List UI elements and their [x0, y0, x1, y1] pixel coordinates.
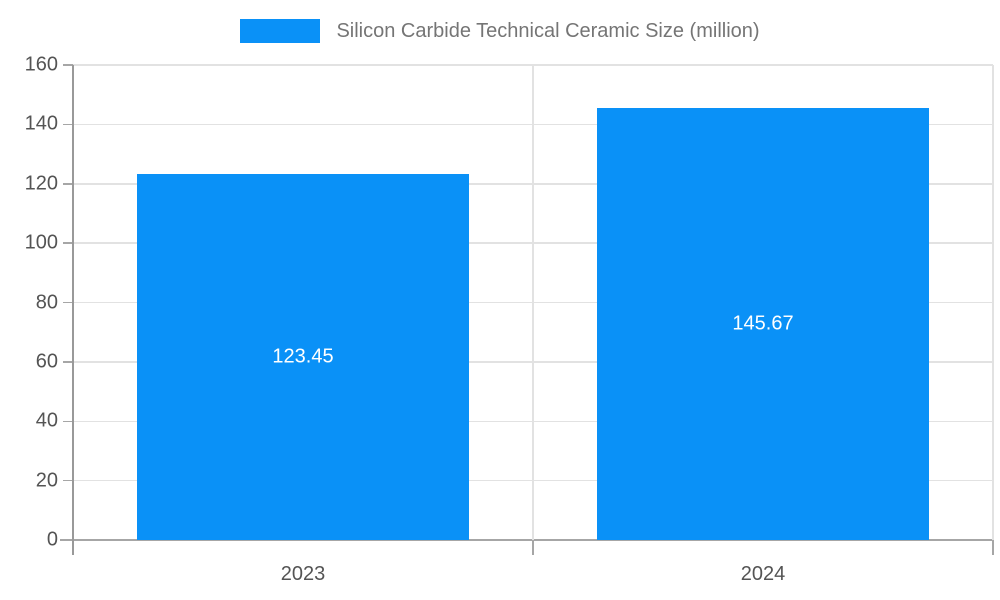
legend-swatch — [240, 19, 321, 43]
bar — [137, 173, 469, 540]
y-tick-mark — [63, 301, 73, 304]
y-tick-mark — [63, 183, 73, 185]
gridline — [992, 65, 994, 540]
x-tick-label: 2024 — [740, 563, 786, 585]
x-axis-line — [60, 539, 993, 541]
legend-label: Silicon Carbide Technical Ceramic Size (… — [336, 20, 760, 42]
y-tick-label: 100 — [24, 231, 58, 254]
bar — [597, 107, 929, 540]
y-tick-mark — [63, 361, 73, 363]
y-tick-label: 160 — [24, 53, 58, 76]
y-tick-mark — [63, 242, 73, 244]
chart-legend: Silicon Carbide Technical Ceramic Size (… — [0, 17, 1000, 45]
y-tick-label: 120 — [24, 172, 58, 195]
x-tick-mark — [532, 540, 534, 555]
y-tick-label: 140 — [24, 112, 58, 135]
x-tick-mark — [992, 540, 994, 555]
y-tick-mark — [63, 123, 73, 126]
y-tick-label: 20 — [35, 469, 58, 492]
x-tick-label: 2023 — [280, 563, 326, 585]
y-axis-line — [72, 65, 74, 555]
y-tick-label: 60 — [35, 350, 58, 373]
y-tick-label: 0 — [46, 528, 58, 551]
y-tick-mark — [63, 420, 73, 422]
plot-area: 0 20 40 60 80 100 120 140 160 123.45 2023 145.67 202… — [25, 54, 994, 585]
y-tick-label: 80 — [35, 291, 58, 313]
bar-value-label: 123.45 — [272, 345, 334, 368]
y-tick-mark — [63, 479, 73, 482]
y-tick-mark — [63, 64, 73, 66]
bar-value-label: 145.67 — [732, 312, 794, 335]
gridline — [532, 65, 534, 540]
y-tick-label: 40 — [35, 409, 58, 432]
